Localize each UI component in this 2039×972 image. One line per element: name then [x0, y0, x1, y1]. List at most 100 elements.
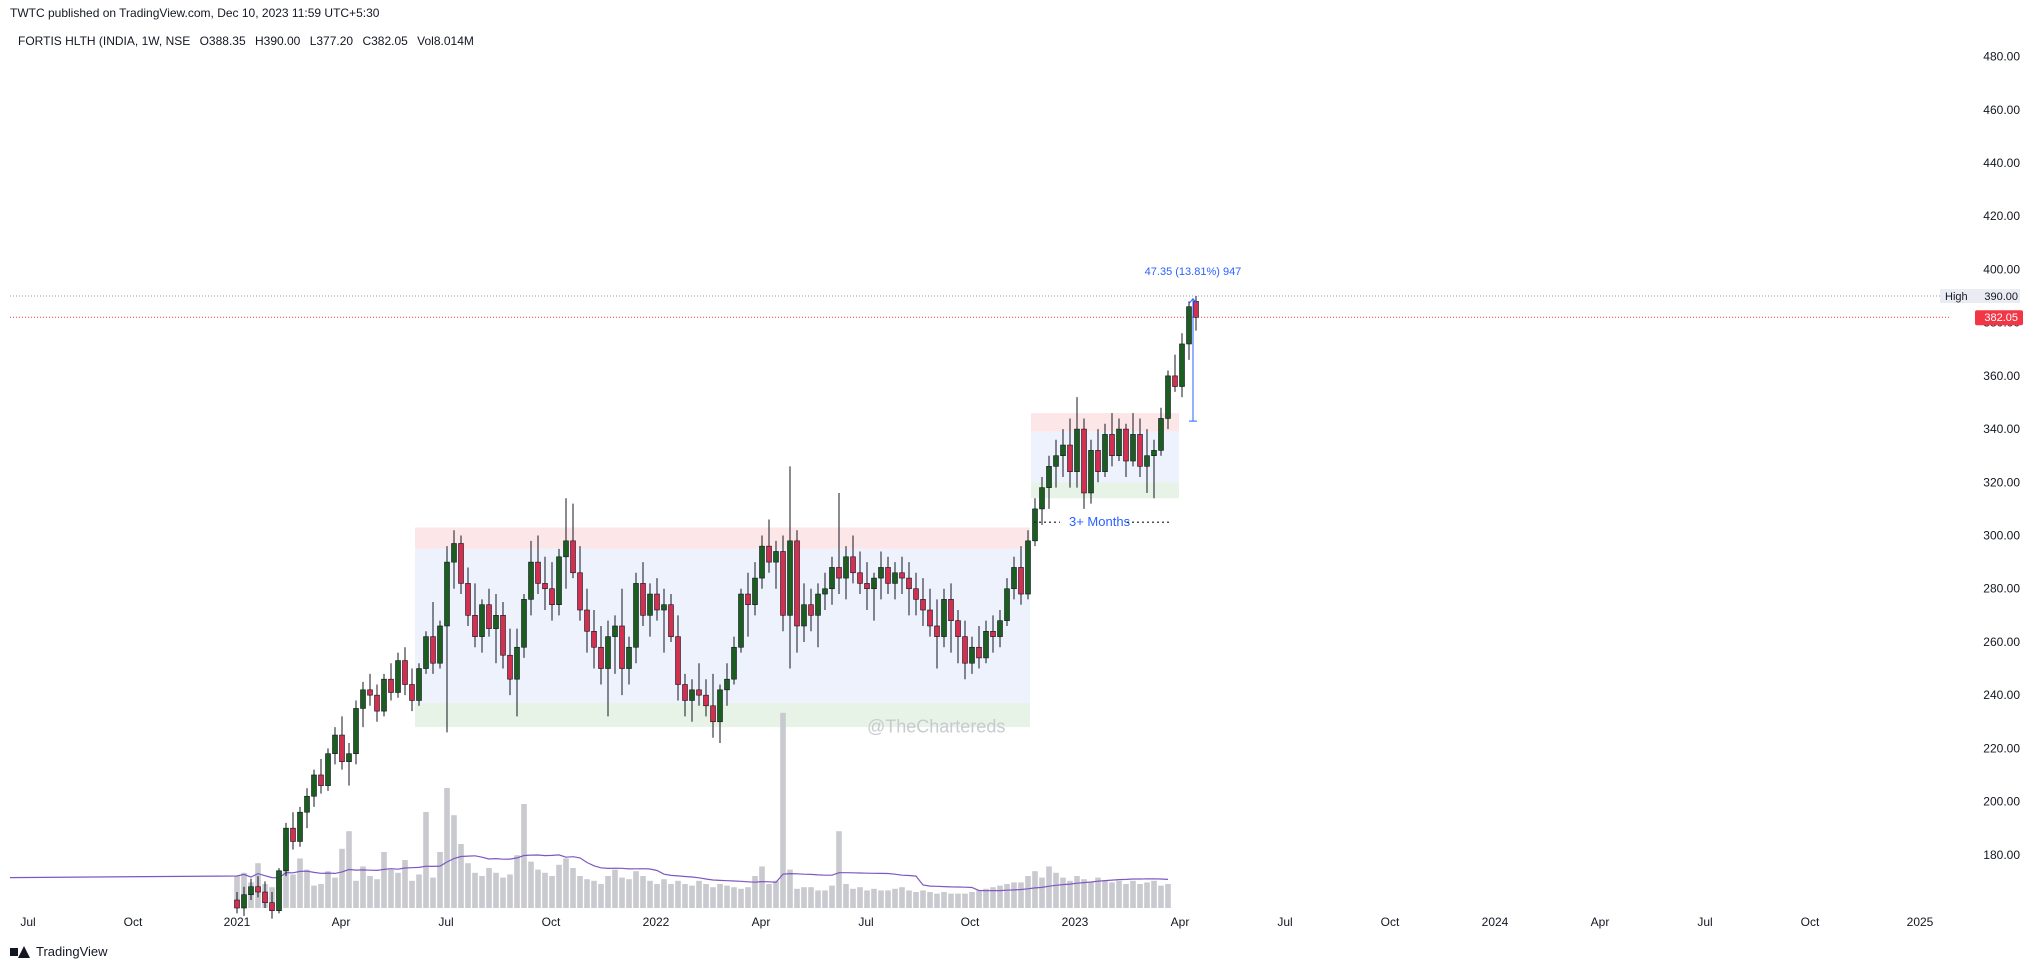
legend-volume: Vol8.014M [417, 34, 474, 48]
candle-body [983, 630, 989, 659]
volume-bar [640, 876, 646, 908]
candle-body [682, 684, 688, 701]
candle-body [1151, 450, 1157, 456]
x-tick-label: 2023 [1062, 915, 1089, 929]
volume-bar [927, 892, 933, 908]
volume-bar [1074, 876, 1080, 908]
candle-body [437, 625, 443, 664]
legend-symbol[interactable]: FORTIS HLTH (INDIA, 1W, NSE [18, 34, 191, 48]
candle-body [808, 604, 814, 616]
candle-body [1067, 444, 1073, 472]
candle-body [479, 604, 485, 637]
candle-body [752, 577, 758, 605]
volume-bar [1123, 884, 1129, 908]
candle-body [332, 734, 338, 754]
candle-body [920, 599, 926, 611]
volume-bar [787, 869, 793, 908]
volume-bar [451, 815, 457, 908]
candle-body [1025, 540, 1031, 595]
volume-bar [290, 874, 296, 908]
candle-body [1060, 444, 1066, 456]
candle-body [934, 625, 940, 637]
support-zone-2 [1031, 482, 1179, 499]
volume-bar [542, 872, 548, 908]
legend-high: H390.00 [254, 34, 301, 48]
volume-bar [1025, 876, 1031, 908]
volume-bar [437, 852, 443, 908]
candle-body [591, 630, 597, 648]
candle-body [990, 630, 996, 637]
volume-bar [1137, 884, 1143, 908]
candle-body [402, 660, 408, 685]
candle-body [1130, 434, 1136, 462]
candle-body [619, 625, 625, 669]
candle-body [878, 567, 884, 579]
volume-bar [997, 885, 1003, 908]
volume-bar [423, 812, 429, 908]
volume-bar [717, 884, 723, 908]
candle-body [493, 615, 499, 629]
candle-body [829, 567, 835, 590]
candle-body [1158, 418, 1164, 451]
volume-bar [528, 861, 534, 908]
high-badge-value: 390.00 [1984, 291, 2018, 303]
volume-bar [696, 880, 702, 908]
candle-body [661, 604, 667, 611]
candle-body [1172, 375, 1178, 387]
candle-body [633, 583, 639, 648]
resistance-zone-1 [415, 527, 1030, 549]
candle-body [409, 684, 415, 701]
candle-body [542, 583, 548, 590]
volume-bar [598, 884, 604, 908]
candle-body [717, 689, 723, 723]
candle-body [360, 689, 366, 709]
y-tick-label: 440.00 [1983, 156, 2020, 170]
x-tick-label: Oct [124, 915, 143, 929]
volume-bar [1130, 880, 1136, 908]
measure-label: 47.35 (13.81%) 947 [1145, 266, 1242, 278]
last-price-badge [1975, 310, 2023, 326]
candle-body [626, 646, 632, 669]
volume-bar [500, 877, 506, 908]
candle-body [486, 604, 492, 629]
candle-body [1095, 450, 1101, 472]
volume-bar [535, 869, 541, 908]
volume-bar [1039, 877, 1045, 908]
volume-bar [661, 879, 667, 908]
volume-bar [591, 880, 597, 908]
candle-body [318, 774, 324, 786]
price-chart[interactable]: 180.00 200.00 220.00 240.00 260.00 280.00 300.… [0, 0, 2039, 940]
volume-bar [710, 887, 716, 908]
volume-bar [570, 868, 576, 908]
volume-bar [668, 884, 674, 908]
volume-bar [612, 869, 618, 908]
candle-body [703, 694, 709, 707]
volume-bar [360, 866, 366, 908]
volume-bar [472, 872, 478, 908]
volume-bar [703, 884, 709, 908]
volume-bar [444, 788, 450, 908]
y-tick-label: 340.00 [1983, 422, 2020, 436]
candle-body [710, 705, 716, 723]
volume-bar [843, 884, 849, 908]
volume-bar [948, 893, 954, 908]
candle-body [1137, 434, 1143, 467]
candle-body [696, 689, 702, 696]
volume-bar [1032, 871, 1038, 908]
volume-bar [416, 874, 422, 908]
y-tick-label: 320.00 [1983, 475, 2020, 489]
x-tick-label: 2022 [643, 915, 670, 929]
candle-body [1046, 466, 1052, 488]
volume-ma-line [9, 854, 1169, 892]
y-tick-label: 240.00 [1983, 688, 2020, 702]
volume-bar [1116, 880, 1122, 908]
volume-bar [507, 874, 513, 908]
candle-body [1004, 588, 1010, 621]
volume-bar [556, 864, 562, 908]
volume-bar [941, 892, 947, 908]
candle-body [955, 620, 961, 637]
candle-body [927, 609, 933, 627]
candle-body [472, 615, 478, 637]
candle-body [584, 609, 590, 632]
volume-bar [969, 892, 975, 908]
